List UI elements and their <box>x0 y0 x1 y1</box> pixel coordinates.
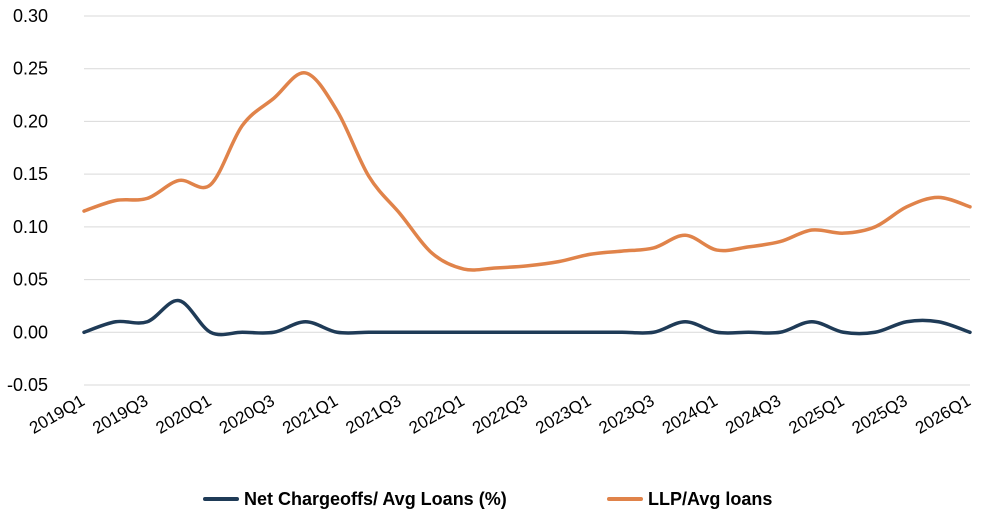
x-tick-label: 2024Q3 <box>722 391 784 438</box>
series-lines <box>82 71 972 337</box>
legend-label-net-chargeoffs: Net Chargeoffs/ Avg Loans (%) <box>244 489 507 509</box>
legend: Net Chargeoffs/ Avg Loans (%) LLP/Avg lo… <box>203 489 772 509</box>
y-tick-label: 0.10 <box>13 217 48 237</box>
series-llp-line <box>82 71 972 272</box>
y-axis-ticks: 0.30 0.25 0.20 0.15 0.10 0.05 0.00 -0.05 <box>7 6 48 395</box>
y-tick-label: 0.05 <box>13 270 48 290</box>
x-tick-label: 2022Q3 <box>469 391 531 438</box>
y-tick-label: 0.15 <box>13 164 48 184</box>
x-tick-label: 2025Q1 <box>786 391 848 438</box>
x-tick-label: 2019Q3 <box>89 391 151 438</box>
x-tick-label: 2019Q1 <box>26 391 88 438</box>
y-tick-label: -0.05 <box>7 375 48 395</box>
x-tick-label: 2024Q1 <box>659 391 721 438</box>
x-tick-label: 2025Q3 <box>849 391 911 438</box>
x-tick-label: 2026Q1 <box>912 391 974 438</box>
legend-label-llp: LLP/Avg loans <box>648 489 772 509</box>
y-tick-label: 0.20 <box>13 111 48 131</box>
y-tick-label: 0.30 <box>13 6 48 26</box>
y-tick-label: 0.00 <box>13 322 48 342</box>
y-tick-label: 0.25 <box>13 59 48 79</box>
x-tick-label: 2020Q3 <box>216 391 278 438</box>
x-tick-label: 2021Q3 <box>343 391 405 438</box>
x-tick-label: 2020Q1 <box>153 391 215 438</box>
x-tick-label: 2023Q1 <box>532 391 594 438</box>
x-tick-label: 2022Q1 <box>406 391 468 438</box>
x-tick-label: 2023Q3 <box>596 391 658 438</box>
series-net-chargeoffs-line <box>82 298 972 337</box>
x-tick-label: 2021Q1 <box>279 391 341 438</box>
x-axis-ticks: 2019Q1 2019Q3 2020Q1 2020Q3 2021Q1 2021Q3 2022… <box>26 391 974 438</box>
